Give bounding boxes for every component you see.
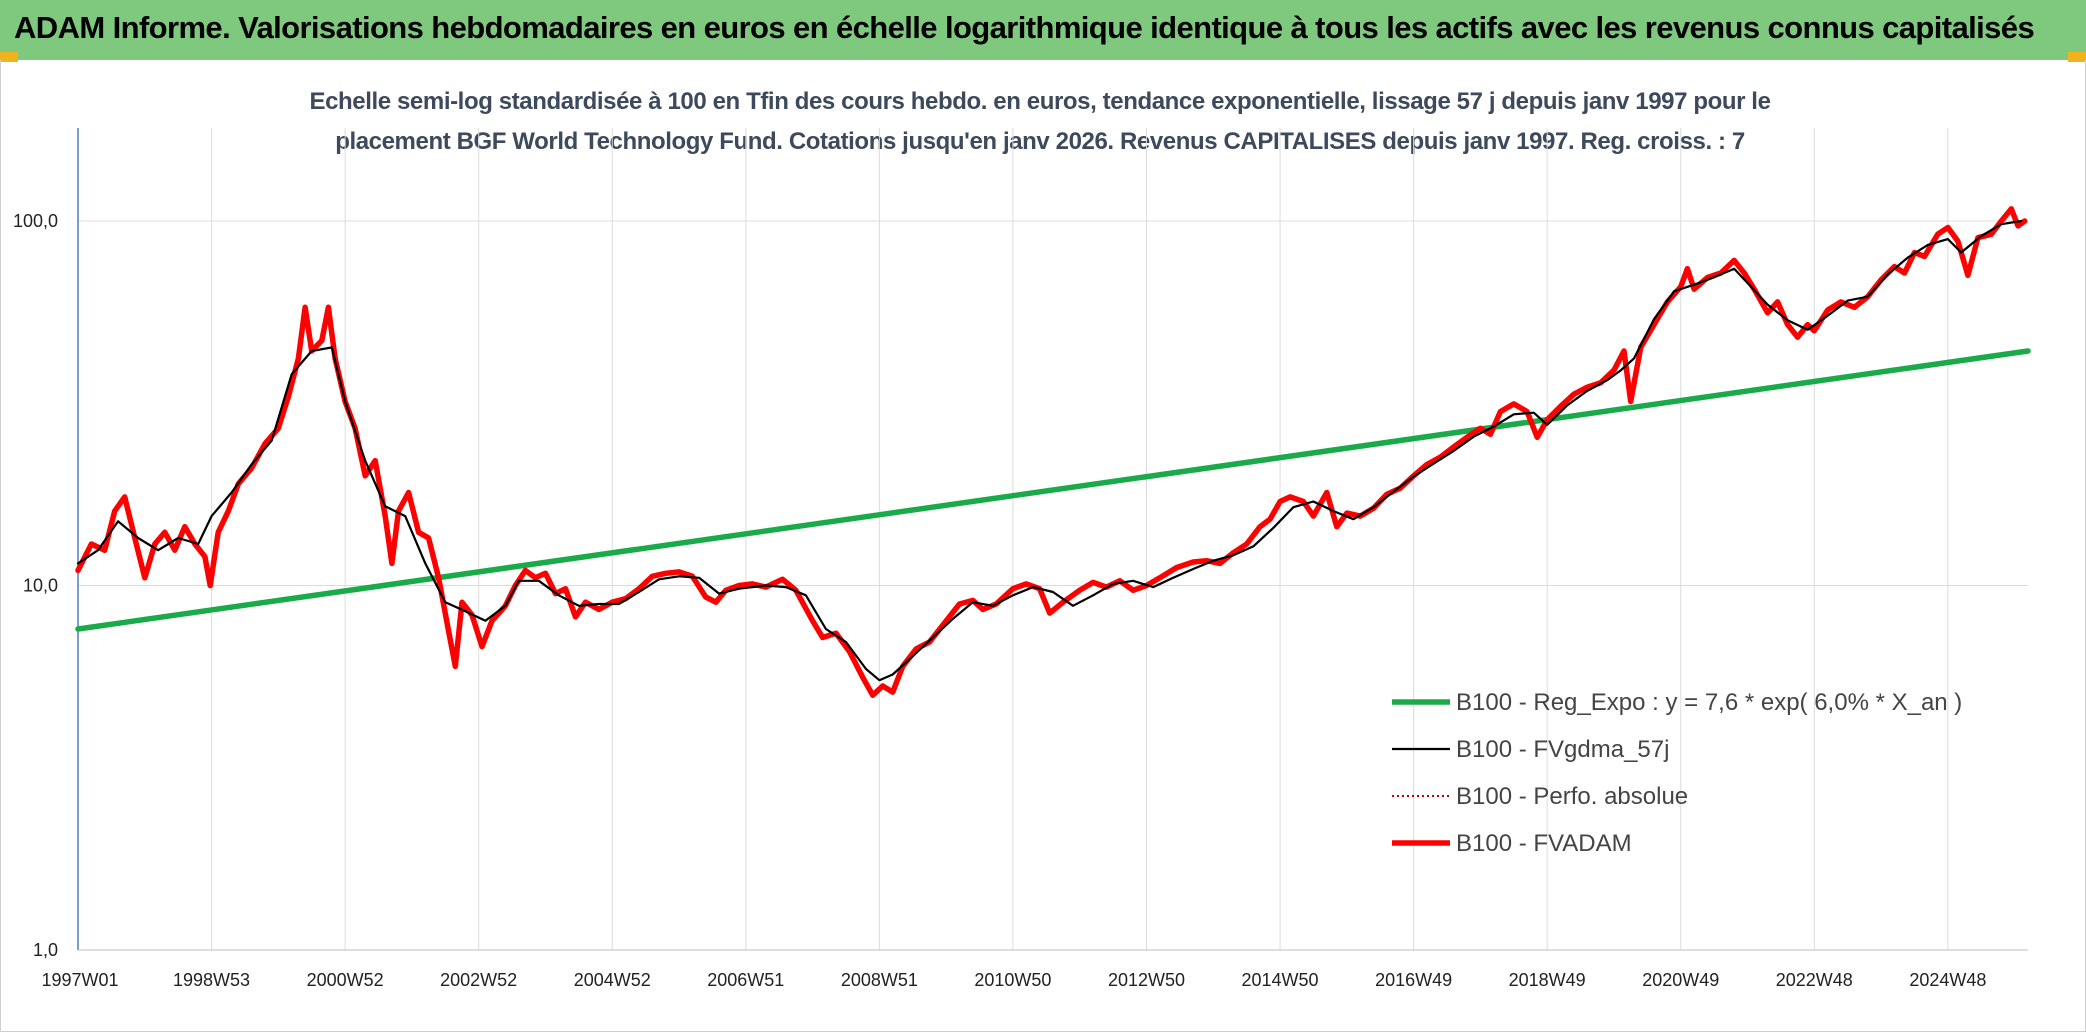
- header-banner: ADAM Informe. Valorisations hebdomadaire…: [0, 0, 2086, 60]
- x-tick-label: 2010W50: [974, 970, 1051, 990]
- series-line-3: [75, 206, 2028, 698]
- series: [75, 206, 2031, 698]
- x-tick-label: 1998W53: [173, 970, 250, 990]
- x-tick-label: 2024W48: [1909, 970, 1986, 990]
- x-tick-label: 2016W49: [1375, 970, 1452, 990]
- x-tick-label: 2014W50: [1242, 970, 1319, 990]
- x-tick-label: 2000W52: [307, 970, 384, 990]
- x-tick-label: 2012W50: [1108, 970, 1185, 990]
- legend-label-0: B100 - Reg_Expo : y = 7,6 * exp( 6,0% * …: [1456, 689, 1962, 716]
- legend-label-1: B100 - FVgdma_57j: [1456, 736, 1669, 763]
- series-line-0: [75, 348, 2031, 632]
- y-tick-label: 10,0: [23, 576, 58, 596]
- corner-mark-right: [2068, 52, 2086, 62]
- x-tick-label: 2020W49: [1642, 970, 1719, 990]
- legend: B100 - Reg_Expo : y = 7,6 * exp( 6,0% * …: [1392, 689, 1962, 857]
- x-tick-label: 1997W01: [41, 970, 118, 990]
- chart-title-line-2: placement BGF World Technology Fund. Cot…: [335, 128, 1745, 155]
- x-tick-label: 2002W52: [440, 970, 517, 990]
- corner-mark-left: [0, 52, 18, 62]
- x-tick-label: 2004W52: [574, 970, 651, 990]
- axes: 1,0 10,0 100,0 1997W01 1998W53 2000W52 2002W52…: [13, 128, 2028, 990]
- legend-label-2: B100 - Perfo. absolue: [1456, 783, 1688, 810]
- legend-label-3: B100 - FVADAM: [1456, 830, 1632, 857]
- chart-title-line-1: Echelle semi-log standardisée à 100 en T…: [309, 88, 1771, 115]
- x-tick-label: 2006W51: [707, 970, 784, 990]
- x-tick-label: 2008W51: [841, 970, 918, 990]
- grid: [78, 128, 2028, 951]
- header-title: ADAM Informe. Valorisations hebdomadaire…: [14, 10, 2035, 45]
- x-tick-label: 2018W49: [1509, 970, 1586, 990]
- series-line-1: [76, 219, 2023, 682]
- y-tick-label: 1,0: [33, 940, 58, 960]
- x-tick-label: 2022W48: [1776, 970, 1853, 990]
- y-tick-label: 100,0: [13, 211, 58, 231]
